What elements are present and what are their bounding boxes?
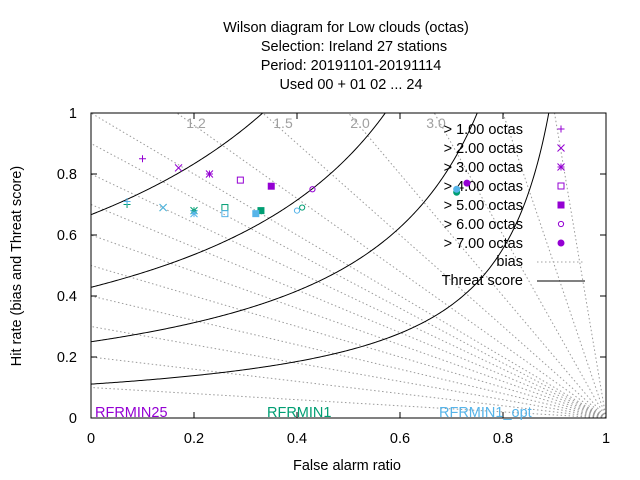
legend: > 1.00 octas > 2.00 octas > 3.00 octas >… <box>442 122 585 289</box>
data-point-circle <box>309 186 316 193</box>
data-point-circle <box>293 207 301 214</box>
threat-score-line <box>91 113 92 114</box>
data-point-square <box>221 204 229 212</box>
plot-frame <box>90 112 607 419</box>
bias-line <box>91 295 606 418</box>
y-tick-label: 0.4 <box>57 289 77 305</box>
threat-score-line <box>91 113 386 288</box>
model-label-rfrmin25: RFRMIN25 <box>95 405 168 421</box>
legend-entry-2: > 2.00 octas <box>444 141 523 157</box>
legend-entry-1: > 1.00 octas <box>444 122 523 138</box>
bias-lines <box>91 113 606 418</box>
chart-title-line-3: Period: 20191101-20191114 <box>261 58 442 74</box>
data-point-x <box>174 164 183 172</box>
chart-title-line-1: Wilson diagram for Low clouds (octas) <box>223 20 469 36</box>
y-tick-label: 0 <box>69 411 77 427</box>
data-point-plus <box>123 197 131 205</box>
legend-entry-4: > 4.00 octas <box>444 179 523 195</box>
x-tick-label: 1 <box>602 431 610 447</box>
y-tick-label: 0.2 <box>57 350 77 366</box>
legend-marker-square-filled <box>557 201 565 209</box>
bias-line <box>91 265 606 418</box>
chart-title-line-2: Selection: Ireland 27 stations <box>261 39 447 55</box>
legend-entry-6: > 6.00 octas <box>444 217 523 233</box>
legend-marker-x <box>557 144 565 152</box>
bias-label-3-0: 3.0 <box>426 115 446 131</box>
x-tick-label: 0.2 <box>184 431 204 447</box>
legend-markers <box>557 125 565 247</box>
model-label-rfrmin1-opt: RFRMIN1_opt <box>439 405 532 421</box>
bias-label-1-2: 1.2 <box>186 115 206 131</box>
threat-score-line <box>91 113 478 343</box>
legend-marker-circle-filled <box>557 239 565 247</box>
threat-score-line <box>91 113 550 385</box>
data-point-square <box>236 176 244 184</box>
x-tick-label: 0.6 <box>390 431 410 447</box>
bias-line <box>91 173 606 418</box>
data-point-square-filled <box>252 210 260 218</box>
x-axis-label: False alarm ratio <box>293 458 401 474</box>
bias-line <box>347 113 606 418</box>
legend-entry-5: > 5.00 octas <box>444 198 523 214</box>
bias-line <box>175 113 606 418</box>
legend-bias: bias <box>496 254 523 270</box>
y-tick-label: 0.8 <box>57 167 77 183</box>
data-point-circle <box>299 204 306 211</box>
data-point-x <box>159 203 167 212</box>
data-point-star <box>190 209 198 218</box>
bias-label-2-0: 2.0 <box>350 115 370 131</box>
legend-marker-square <box>557 182 565 190</box>
bias-line <box>261 113 606 418</box>
y-axis-label: Hit rate (bias and Threat score) <box>9 166 25 366</box>
data-point-plus <box>139 155 146 163</box>
legend-entry-3: > 3.00 octas <box>444 160 523 176</box>
data-point-star <box>205 170 214 178</box>
legend-marker-circle <box>557 220 565 228</box>
data-point-circle-filled <box>463 179 471 187</box>
y-tick-label: 0.6 <box>57 228 77 244</box>
bias-line <box>502 113 606 418</box>
legend-threat-score: Threat score <box>442 273 523 289</box>
legend-entry-7: > 7.00 octas <box>444 236 523 252</box>
model-label-rfrmin1: RFRMIN1 <box>267 405 331 421</box>
legend-marker-star <box>557 163 565 171</box>
threat-score-lines <box>91 113 550 385</box>
x-tick-label: 0.8 <box>493 431 513 447</box>
bias-line <box>91 143 606 418</box>
data-point-square-filled <box>267 182 275 190</box>
threat-score-line <box>91 113 264 216</box>
x-tick-label: 0.4 <box>287 431 307 447</box>
y-tick-label: 1 <box>69 106 77 122</box>
x-tick-label: 0 <box>87 431 95 447</box>
bias-line <box>91 356 606 418</box>
data-point-circle-filled <box>453 185 461 193</box>
bias-line <box>91 204 606 418</box>
data-points <box>123 155 471 218</box>
axis-ticks: 00 0.2 0.2 0.4 0.4 0.6 0.6 0.8 0.8 1 1 <box>57 106 610 447</box>
legend-marker-plus <box>557 125 565 133</box>
chart-title-line-4: Used 00 + 01 02 ... 24 <box>279 77 422 93</box>
data-point-square <box>221 210 229 218</box>
bias-label-1-5: 1.5 <box>273 115 293 131</box>
bias-line <box>91 234 606 418</box>
